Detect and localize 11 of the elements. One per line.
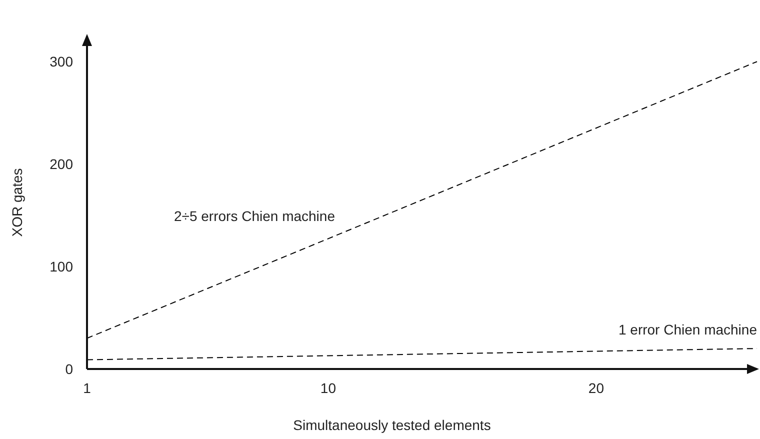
x-tick-label: 20	[588, 380, 604, 396]
x-tick-label: 1	[83, 380, 92, 396]
series-label: 2÷5 errors Chien machine	[174, 208, 336, 224]
y-axis-title: XOR gates	[9, 168, 25, 237]
y-tick-label: 200	[50, 156, 74, 172]
x-tick-label: 10	[320, 380, 336, 396]
x-axis-title: Simultaneously tested elements	[293, 417, 491, 433]
y-tick-label: 100	[50, 258, 74, 274]
y-tick-label: 0	[65, 360, 74, 377]
series-label: 1 error Chien machine	[618, 322, 758, 338]
y-tick-label: 300	[50, 54, 74, 70]
